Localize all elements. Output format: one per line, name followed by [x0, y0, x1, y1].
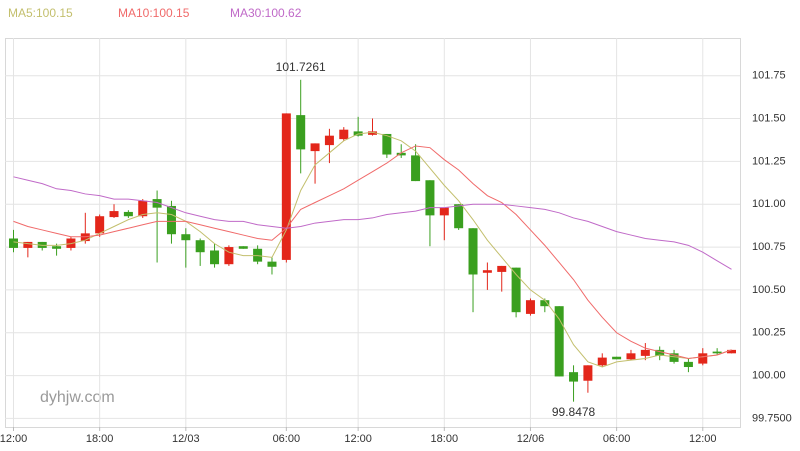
legend-entry: MA5:100.15 [8, 6, 73, 20]
candle-body [396, 152, 406, 156]
candle-body [683, 361, 693, 368]
candle-body [52, 246, 62, 249]
candle-body [267, 261, 277, 267]
candle-body [166, 205, 176, 235]
x-tick-label: 06:00 [273, 433, 301, 445]
watermark: dyhjw.com [40, 389, 115, 406]
y-tick-label: 101.50 [752, 112, 786, 124]
candle-body [712, 351, 722, 354]
candle-body [525, 300, 535, 314]
candle-body [655, 349, 665, 356]
x-tick-label: 12:00 [0, 433, 27, 445]
candle-body [109, 211, 119, 218]
ma-line [13, 131, 732, 368]
candle-body [310, 143, 320, 152]
candle-body [382, 133, 392, 155]
candle-body [195, 240, 205, 253]
candle-body [296, 115, 306, 150]
plot-frame [5, 38, 741, 428]
candle-body [554, 306, 564, 377]
candle-body [698, 353, 708, 364]
candle-body [324, 135, 334, 146]
candle-body [210, 250, 220, 265]
x-tick-label: 18:00 [86, 433, 114, 445]
candle-body [583, 365, 593, 381]
candle-body [569, 372, 579, 382]
candle-body [224, 247, 234, 265]
candle-body [368, 131, 377, 135]
candle-body [727, 349, 736, 354]
candle-body [497, 265, 507, 272]
x-tick-label: 12:00 [344, 433, 372, 445]
low-label: 99.8478 [552, 405, 596, 419]
candle-body [281, 113, 291, 260]
y-tick-label: 100.75 [752, 241, 786, 253]
candle-body [454, 204, 464, 229]
candle-body [468, 228, 478, 275]
y-tick-label: 100.00 [752, 369, 786, 381]
candle-body [23, 241, 33, 248]
y-tick-label: 101.75 [752, 70, 786, 82]
ma-line [13, 145, 732, 359]
x-tick-label: 18:00 [431, 433, 459, 445]
candle-body [123, 211, 133, 217]
candle-body [152, 199, 162, 208]
x-tick-label: 12/03 [172, 433, 200, 445]
x-tick-label: 12:00 [689, 433, 717, 445]
candle-body [138, 200, 148, 217]
candle-body [95, 216, 105, 234]
candle-body [626, 353, 636, 360]
candle-body [439, 207, 449, 216]
y-tick-label: 100.50 [752, 284, 786, 296]
candle-body [9, 238, 18, 248]
x-tick-label: 06:00 [603, 433, 631, 445]
y-tick-label: 101.25 [752, 155, 786, 167]
candle-body [238, 246, 248, 249]
legend-entry: MA10:100.15 [118, 6, 190, 20]
candle-body [411, 155, 421, 182]
high-label: 101.7261 [276, 60, 326, 74]
candle-body [511, 267, 521, 313]
y-tick-label: 100.25 [752, 327, 786, 339]
legend-entry: MA30:100.62 [230, 6, 302, 20]
candle-body [640, 349, 650, 356]
candle-body [482, 270, 492, 273]
candle-body [339, 129, 349, 140]
x-tick-label: 12/06 [517, 433, 545, 445]
candle-body [181, 234, 191, 241]
y-tick-label: 99.7500 [752, 412, 792, 424]
candle-body [612, 356, 622, 360]
candle-body [540, 300, 550, 307]
candle-body [425, 180, 435, 216]
ma-line [13, 176, 732, 270]
candle-body [597, 357, 607, 366]
candle-body [669, 353, 679, 362]
y-tick-label: 101.00 [752, 198, 786, 210]
